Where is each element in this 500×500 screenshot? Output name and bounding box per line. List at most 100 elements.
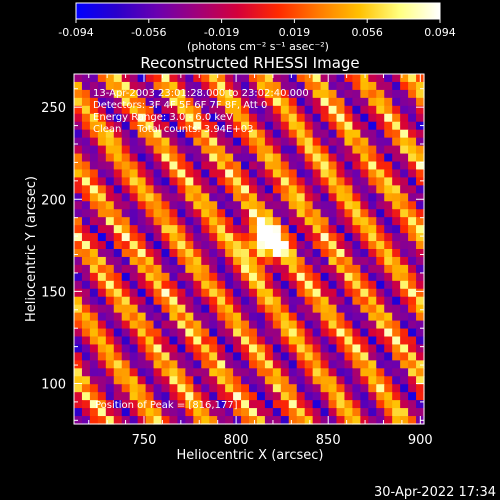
heatmap-cell	[185, 416, 194, 425]
heatmap-cell	[114, 193, 123, 202]
heatmap-cell	[130, 233, 139, 242]
heatmap-cell	[297, 392, 306, 401]
heatmap-cell	[122, 225, 131, 234]
heatmap-cell	[249, 177, 258, 186]
heatmap-cell	[90, 289, 99, 298]
heatmap-cell	[360, 130, 369, 139]
heatmap-cell	[106, 233, 115, 242]
heatmap-cell	[114, 233, 123, 242]
heatmap-cell	[344, 177, 353, 186]
heatmap-cell	[154, 416, 163, 425]
heatmap-cell	[416, 146, 425, 155]
heatmap-cell	[122, 329, 131, 338]
heatmap-cell	[130, 249, 139, 258]
heatmap-cell	[368, 233, 377, 242]
heatmap-cell	[313, 265, 322, 274]
heatmap-cell	[313, 138, 322, 147]
heatmap-cell	[376, 289, 385, 298]
heatmap-cell	[408, 185, 417, 194]
heatmap-cell	[337, 146, 346, 155]
heatmap-cell	[416, 249, 425, 258]
heatmap-cell	[352, 321, 361, 330]
heatmap-cell	[257, 225, 266, 234]
heatmap-cell	[329, 98, 338, 107]
heatmap-cell	[297, 376, 306, 385]
heatmap-cell	[162, 209, 171, 218]
heatmap-cell	[185, 265, 194, 274]
heatmap-cell	[177, 297, 186, 306]
heatmap-cell	[281, 368, 290, 377]
heatmap-cell	[225, 416, 234, 425]
heatmap-cell	[154, 138, 163, 147]
heatmap-cell	[90, 201, 99, 210]
heatmap-cell	[352, 392, 361, 401]
heatmap-cell	[193, 416, 202, 425]
heatmap-cell	[169, 329, 178, 338]
heatmap-cell	[185, 209, 194, 218]
heatmap-cell	[400, 344, 409, 353]
heatmap-cell	[154, 265, 163, 274]
heatmap-cell	[313, 122, 322, 131]
heatmap-cell	[305, 297, 314, 306]
heatmap-cell	[265, 177, 274, 186]
heatmap-cell	[273, 98, 282, 107]
heatmap-cell	[169, 209, 178, 218]
heatmap-cell	[130, 368, 139, 377]
heatmap-cell	[321, 352, 330, 361]
heatmap-cell	[344, 217, 353, 226]
heatmap-cell	[313, 98, 322, 107]
heatmap-cell	[400, 241, 409, 250]
heatmap-cell	[114, 74, 123, 83]
heatmap-cell	[122, 185, 131, 194]
heatmap-cell	[233, 321, 242, 330]
heatmap-cell	[225, 169, 234, 178]
heatmap-cell	[360, 281, 369, 290]
heatmap-cell	[146, 313, 155, 322]
heatmap-cell	[146, 185, 155, 194]
heatmap-cell	[352, 360, 361, 369]
heatmap-cell	[106, 162, 115, 171]
heatmap-cell	[257, 376, 266, 385]
heatmap-cell	[130, 337, 139, 346]
heatmap-cell	[352, 90, 361, 99]
heatmap-cell	[321, 169, 330, 178]
heatmap-cell	[249, 344, 258, 353]
heatmap-cell	[297, 329, 306, 338]
heatmap-cell	[209, 297, 218, 306]
heatmap-cell	[130, 74, 139, 83]
heatmap-cell	[114, 154, 123, 163]
heatmap-cell	[352, 249, 361, 258]
heatmap-cell	[241, 249, 250, 258]
heatmap-cell	[329, 408, 338, 417]
heatmap-cell	[368, 368, 377, 377]
heatmap-cell	[74, 392, 83, 401]
heatmap-cell	[273, 193, 282, 202]
heatmap-cell	[337, 337, 346, 346]
heatmap-cell	[281, 352, 290, 361]
heatmap-cell	[384, 297, 393, 306]
heatmap-cell	[313, 146, 322, 155]
heatmap-cell	[74, 305, 83, 314]
heatmap-cell	[352, 154, 361, 163]
heatmap-cell	[90, 376, 99, 385]
heatmap-cell	[392, 90, 401, 99]
heatmap-cell	[321, 122, 330, 131]
heatmap-cell	[408, 90, 417, 99]
heatmap-cell	[289, 114, 298, 123]
heatmap-cell	[360, 352, 369, 361]
heatmap-cell	[241, 368, 250, 377]
heatmap-cell	[225, 162, 234, 171]
heatmap-cell	[201, 273, 210, 282]
heatmap-cell	[177, 241, 186, 250]
heatmap-cell	[74, 201, 83, 210]
heatmap-cell	[249, 329, 258, 338]
heatmap-cell	[193, 225, 202, 234]
heatmap-cell	[154, 225, 163, 234]
heatmap-cell	[344, 241, 353, 250]
heatmap-cell	[138, 329, 147, 338]
heatmap-cell	[169, 201, 178, 210]
heatmap-cell	[130, 201, 139, 210]
heatmap-cell	[400, 273, 409, 282]
heatmap-cell	[337, 265, 346, 274]
heatmap-cell	[154, 376, 163, 385]
